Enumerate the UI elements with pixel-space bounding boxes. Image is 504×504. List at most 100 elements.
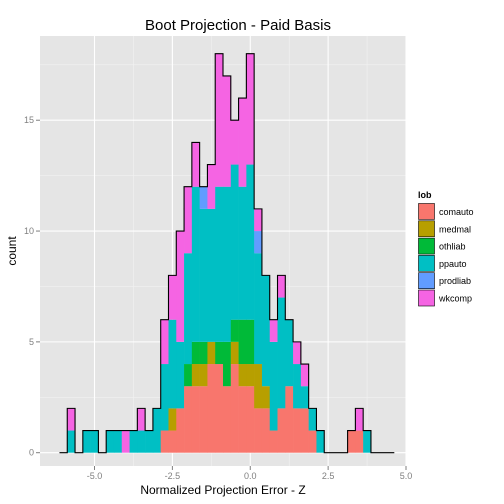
y-axis-ticks: 0 5 10 15 (24, 115, 40, 458)
bar-comauto (293, 408, 302, 453)
bar-ppauto (176, 341, 185, 409)
bar-ppauto (207, 208, 216, 342)
bar-wkcomp (277, 275, 286, 298)
bar-othliab (184, 364, 193, 387)
bar-wkcomp (246, 53, 255, 165)
y-tick-label: 0 (29, 448, 34, 458)
bar-wkcomp (254, 208, 263, 232)
bar-medmal (230, 341, 239, 365)
legend-items: comauto medmal othliab ppauto prodliab wkcomp (417, 202, 474, 307)
histogram-outline (59, 53, 395, 454)
x-tick-label: 0.0 (244, 471, 257, 481)
bar-comauto (285, 386, 294, 453)
y-tick-label: 10 (24, 226, 34, 236)
bar-ppauto (191, 186, 200, 342)
bar-wkcomp (300, 364, 309, 387)
legend-swatch-othliab (418, 237, 435, 255)
bar-othliab (215, 341, 224, 365)
bar-prodliab (254, 231, 263, 254)
legend-label-prodliab: prodliab (439, 276, 471, 286)
bar-wkcomp (176, 231, 185, 342)
bar-ppauto (316, 430, 325, 453)
bar-medmal (207, 341, 216, 365)
bar-ppauto (238, 186, 247, 320)
bar-comauto (160, 430, 169, 453)
x-axis-ticks: -5.0 -2.5 0.0 2.5 5.0 (87, 466, 412, 481)
bar-wkcomp (168, 275, 177, 320)
x-tick-label: -5.0 (87, 471, 103, 481)
bar-comauto (176, 408, 185, 453)
bar-wkcomp (355, 408, 364, 431)
bar-ppauto (137, 430, 146, 453)
bar-ppauto (308, 408, 317, 431)
bar-ppauto (215, 186, 224, 342)
bar-wkcomp (67, 408, 76, 431)
bar-medmal (261, 386, 271, 409)
bars (67, 53, 372, 453)
y-axis-title: count (5, 236, 19, 266)
bar-wkcomp (223, 75, 232, 187)
bar-medmal (168, 408, 177, 431)
legend-swatch-prodliab (418, 272, 435, 290)
bar-wkcomp (137, 408, 146, 431)
x-axis-title: Normalized Projection Error - Z (140, 483, 305, 497)
legend-label-wkcomp: wkcomp (438, 294, 472, 304)
bar-comauto (207, 364, 216, 453)
legend: lob comauto medmal othliab ppauto prodliab wk… (417, 190, 474, 307)
bar-wkcomp (215, 53, 224, 187)
bar-ppauto (246, 164, 255, 320)
bar-othliab (238, 319, 247, 365)
bar-ppauto (293, 364, 302, 409)
bar-wkcomp (230, 120, 239, 165)
bar-comauto (184, 386, 193, 453)
legend-label-comauto: comauto (439, 207, 474, 217)
legend-swatch-ppauto (418, 255, 435, 272)
bar-ppauto (223, 186, 232, 342)
bar-comauto (355, 430, 364, 453)
x-tick-label: 2.5 (322, 471, 335, 481)
bar-comauto (261, 408, 271, 453)
bar-medmal (199, 364, 208, 387)
bar-medmal (191, 364, 200, 387)
legend-label-medmal: medmal (439, 224, 471, 234)
bar-wkcomp (184, 186, 193, 254)
bar-wkcomp (160, 319, 169, 365)
chart-title: Boot Projection - Paid Basis (145, 17, 331, 34)
bar-othliab (199, 341, 208, 365)
bar-medmal (254, 364, 263, 409)
bar-ppauto (82, 430, 91, 453)
bar-othliab (246, 319, 255, 365)
bar-comauto (215, 364, 224, 453)
bar-ppauto (277, 297, 286, 409)
bar-prodliab (199, 186, 208, 209)
bar-comauto (230, 364, 239, 453)
bar-comauto (238, 386, 247, 453)
bar-comauto (308, 430, 317, 453)
bar-comauto (223, 386, 232, 453)
y-tick-label: 15 (24, 115, 34, 125)
bar-othliab (223, 341, 232, 387)
legend-title: lob (418, 190, 432, 200)
bar-comauto (168, 430, 177, 453)
bar-medmal (238, 364, 247, 387)
x-tick-label: -2.5 (165, 471, 181, 481)
bar-wkcomp (121, 430, 130, 453)
bar-ppauto (67, 430, 76, 453)
bar-othliab (191, 341, 200, 365)
bar-comauto (277, 408, 286, 453)
bar-wkcomp (238, 98, 247, 187)
bar-wkcomp (293, 341, 302, 365)
legend-swatch-comauto (418, 203, 435, 220)
bar-ppauto (254, 253, 263, 365)
bar-comauto (246, 386, 255, 453)
bar-ppauto (230, 164, 239, 320)
bar-ppauto (199, 208, 208, 342)
bar-ppauto (285, 319, 294, 387)
legend-label-ppauto: ppauto (439, 259, 467, 269)
bar-ppauto (300, 386, 309, 409)
bar-wkcomp (269, 319, 278, 342)
bar-ppauto (106, 430, 115, 453)
bar-medmal (246, 364, 255, 387)
y-tick-label: 5 (29, 337, 34, 347)
